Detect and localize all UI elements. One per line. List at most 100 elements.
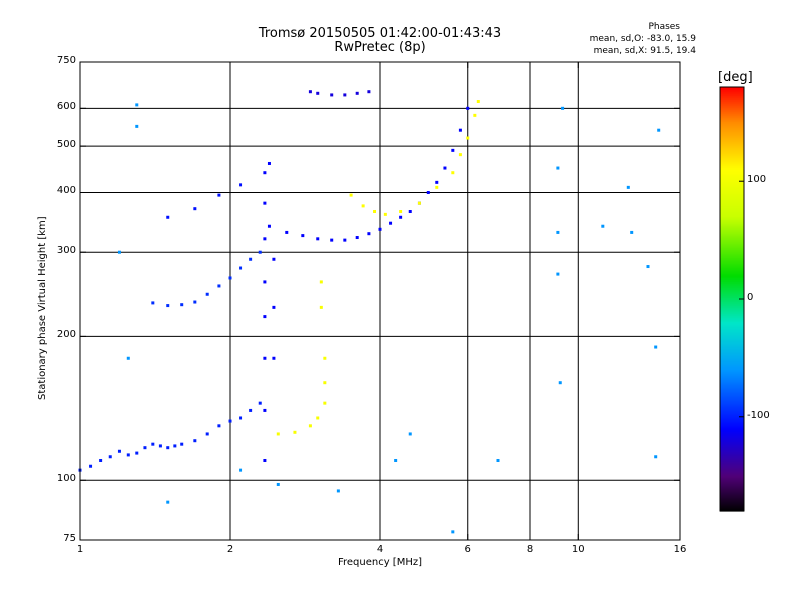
data-point [151, 442, 155, 446]
plot-frame [79, 61, 681, 541]
data-point [239, 468, 243, 472]
data-point [561, 106, 565, 110]
colorbar-segment [720, 189, 744, 192]
colorbar-segment [720, 161, 744, 164]
data-point [349, 193, 353, 197]
colorbar-segment [720, 177, 744, 180]
data-point [556, 166, 560, 170]
data-point [272, 356, 276, 360]
data-point [166, 304, 170, 308]
colorbar-segment [720, 225, 744, 228]
colorbar-segment [720, 93, 744, 96]
data-point [217, 424, 221, 428]
chart-title: Tromsø 20150505 01:42:00-01:43:43 [258, 26, 502, 41]
data-point [646, 265, 650, 269]
colorbar-segment [720, 91, 744, 94]
colorbar-segment [720, 319, 744, 322]
data-point [99, 458, 103, 462]
colorbar-segment [720, 281, 744, 284]
x-tick-label: 4 [376, 544, 384, 555]
colorbar-segment [720, 487, 744, 490]
data-point [239, 183, 243, 187]
data-point [443, 166, 447, 170]
colorbar-segment [720, 155, 744, 158]
data-point [476, 100, 480, 104]
colorbar-segment [720, 151, 744, 154]
data-point [458, 128, 462, 132]
colorbar-segment [720, 129, 744, 132]
colorbar-segment [720, 419, 744, 422]
colorbar-segment [720, 259, 744, 262]
colorbar-segment [720, 359, 744, 362]
colorbar-segment [720, 295, 744, 298]
colorbar-segment [720, 283, 744, 286]
colorbar-tick-label: -100 [747, 409, 770, 421]
data-point [117, 250, 121, 254]
data-point [193, 300, 197, 304]
colorbar-tick-label: 100 [747, 174, 767, 186]
colorbar-segment [720, 393, 744, 396]
data-point [451, 530, 455, 534]
y-tick-label: 600 [56, 101, 76, 113]
data-point [166, 215, 170, 219]
colorbar-segment [720, 269, 744, 272]
colorbar-segment [720, 389, 744, 392]
data-point [151, 301, 155, 305]
colorbar-segment [720, 435, 744, 438]
colorbar-segment [720, 509, 744, 512]
colorbar-segment [720, 117, 744, 120]
colorbar-segment [720, 323, 744, 326]
colorbar-segment [720, 139, 744, 142]
colorbar-segment [720, 367, 744, 370]
data-point [355, 91, 359, 95]
data-point [383, 212, 387, 216]
colorbar-segment [720, 229, 744, 232]
colorbar-segment [720, 379, 744, 382]
colorbar-segment [720, 131, 744, 134]
colorbar-segment [720, 341, 744, 344]
colorbar-segment [720, 185, 744, 188]
data-point [556, 230, 560, 234]
data-point [426, 190, 430, 194]
colorbar-tick-label: 0 [747, 292, 754, 303]
colorbar-segment [720, 197, 744, 200]
colorbar-segment [720, 239, 744, 242]
colorbar-segment [720, 257, 744, 260]
colorbar-segment [720, 121, 744, 124]
data-point [263, 408, 267, 412]
data-point [217, 284, 221, 288]
data-point [466, 136, 470, 140]
data-point [285, 230, 289, 234]
colorbar-segment [720, 243, 744, 246]
colorbar-segment [720, 391, 744, 394]
data-point [323, 356, 327, 360]
colorbar-segment [720, 463, 744, 466]
colorbar-segment [720, 489, 744, 492]
colorbar-segment [720, 327, 744, 330]
data-point [193, 439, 197, 443]
colorbar-segment [720, 475, 744, 478]
colorbar-segment [720, 405, 744, 408]
colorbar-segment [720, 163, 744, 166]
data-point [367, 90, 371, 94]
data-point [276, 482, 280, 486]
data-point [166, 500, 170, 504]
colorbar-segment [720, 321, 744, 324]
colorbar-segment [720, 173, 744, 176]
colorbar-segment [720, 137, 744, 140]
colorbar-segment [720, 89, 744, 92]
colorbar-segment [720, 473, 744, 476]
colorbar-segment [720, 209, 744, 212]
x-tick-label: 2 [226, 544, 234, 555]
data-point [330, 238, 334, 242]
colorbar-segment [720, 95, 744, 98]
colorbar-segment [720, 263, 744, 266]
y-tick-label: 400 [56, 185, 76, 197]
colorbar-segment [720, 479, 744, 482]
colorbar-segment [720, 127, 744, 130]
data-point [205, 432, 209, 436]
data-point [135, 451, 139, 455]
data-point [601, 224, 605, 228]
colorbar-segment [720, 199, 744, 202]
